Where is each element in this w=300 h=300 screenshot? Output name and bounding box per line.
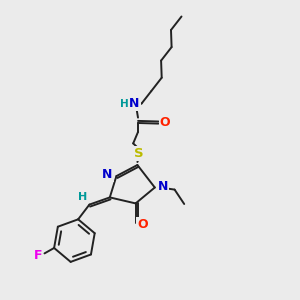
Text: O: O — [160, 116, 170, 130]
Text: N: N — [129, 97, 140, 110]
Text: H: H — [78, 192, 87, 203]
Text: F: F — [34, 249, 42, 262]
Text: N: N — [158, 180, 168, 194]
Text: N: N — [102, 168, 112, 181]
Text: S: S — [134, 147, 144, 160]
Text: O: O — [137, 218, 148, 231]
Text: H: H — [120, 99, 129, 109]
